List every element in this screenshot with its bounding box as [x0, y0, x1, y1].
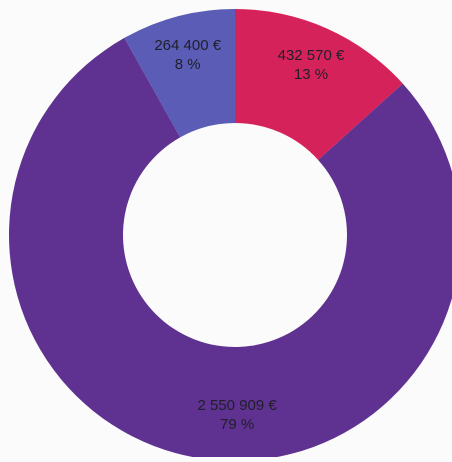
labels-group: 432 570 € 13 % 2 550 909 € 79 % 264 400 € 8 % [154, 37, 345, 433]
slice-0-value-label: 432 570 € [278, 47, 345, 64]
slice-0-percent-label: 13 % [294, 66, 328, 83]
slice-2-percent-label: 8 % [175, 56, 201, 73]
slice-0 [235, 9, 403, 160]
slice-2-value-label: 264 400 € [154, 37, 221, 54]
slice-1-percent-label: 79 % [220, 416, 254, 433]
slice-1 [9, 37, 452, 461]
slice-2 [124, 9, 235, 138]
slice-1-value-label: 2 550 909 € [197, 397, 277, 414]
slices-group [9, 9, 452, 461]
